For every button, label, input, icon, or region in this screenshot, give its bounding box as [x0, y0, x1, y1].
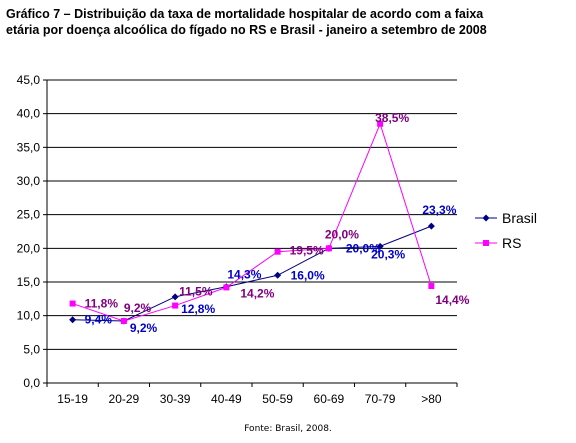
data-label-rs: 9,2%: [124, 301, 152, 315]
point-brasil: [69, 316, 77, 324]
y-tick-label: 25,0: [17, 208, 41, 222]
data-label-rs: 19,5%: [290, 244, 324, 258]
y-tick-label: 45,0: [17, 73, 41, 87]
point-brasil: [171, 293, 179, 301]
point-rs: [120, 318, 127, 325]
data-label-rs: 14,4%: [435, 293, 469, 307]
x-tick-label: 15-19: [57, 392, 88, 406]
y-tick-label: 10,0: [17, 309, 41, 323]
data-label-brasil: 14,3%: [227, 268, 261, 282]
point-rs: [377, 120, 384, 127]
data-label-brasil: 16,0%: [291, 268, 325, 282]
data-label-rs: 38,5%: [375, 111, 409, 125]
y-tick-label: 30,0: [17, 174, 41, 188]
y-tick-label: 20,0: [17, 241, 41, 255]
x-tick-label: >80: [421, 392, 442, 406]
x-tick-label: 30-39: [160, 392, 191, 406]
series-line-brasil: [72, 225, 432, 322]
point-rs: [274, 248, 281, 255]
x-tick-label: 60-69: [314, 392, 345, 406]
chart-title-line-1: Gráfico 7 – Distribuição da taxa de mort…: [6, 7, 484, 21]
data-label-rs: 11,5%: [179, 285, 213, 299]
chart-title-line-2: etária por doença alcoólica do fígado no…: [6, 23, 487, 37]
y-tick-label: 15,0: [17, 275, 41, 289]
point-rs: [325, 245, 332, 252]
chart-source: Fonte: Brasil, 2008.: [244, 424, 332, 434]
data-label-brasil: 9,2%: [130, 321, 158, 335]
y-tick-label: 5,0: [23, 342, 40, 356]
data-label-brasil: 20,3%: [371, 247, 405, 261]
point-rs: [69, 300, 76, 307]
series-line-rs: [72, 122, 432, 322]
data-label-brasil: 20,0%: [346, 241, 380, 255]
data-label-rs: 11,8%: [85, 297, 119, 311]
x-tick-label: 20-29: [109, 392, 140, 406]
point-rs: [223, 284, 230, 291]
data-label-rs: 20,0%: [325, 227, 359, 241]
data-label-brasil: 12,8%: [181, 302, 215, 316]
legend-label-brasil: Brasil: [502, 210, 537, 226]
y-tick-label: 40,0: [17, 107, 41, 121]
y-tick-label: 35,0: [17, 140, 41, 154]
point-brasil: [427, 222, 435, 230]
point-brasil: [376, 242, 384, 250]
x-tick-label: 50-59: [262, 392, 293, 406]
y-tick-label: 0,0: [23, 376, 40, 390]
chart-title: Gráfico 7 – Distribuição da taxa de mort…: [6, 6, 566, 38]
data-label-rs: 14,2%: [240, 286, 274, 300]
x-tick-label: 40-49: [211, 392, 242, 406]
point-rs: [428, 283, 435, 290]
point-brasil: [274, 271, 282, 279]
legend-marker-rs: [483, 240, 489, 246]
point-rs: [172, 302, 179, 309]
legend-label-rs: RS: [502, 235, 521, 251]
data-label-brasil: 23,3%: [422, 203, 456, 217]
data-label-brasil: 9,4%: [85, 313, 113, 327]
legend-marker-brasil: [482, 214, 490, 222]
x-tick-label: 70-79: [365, 392, 396, 406]
